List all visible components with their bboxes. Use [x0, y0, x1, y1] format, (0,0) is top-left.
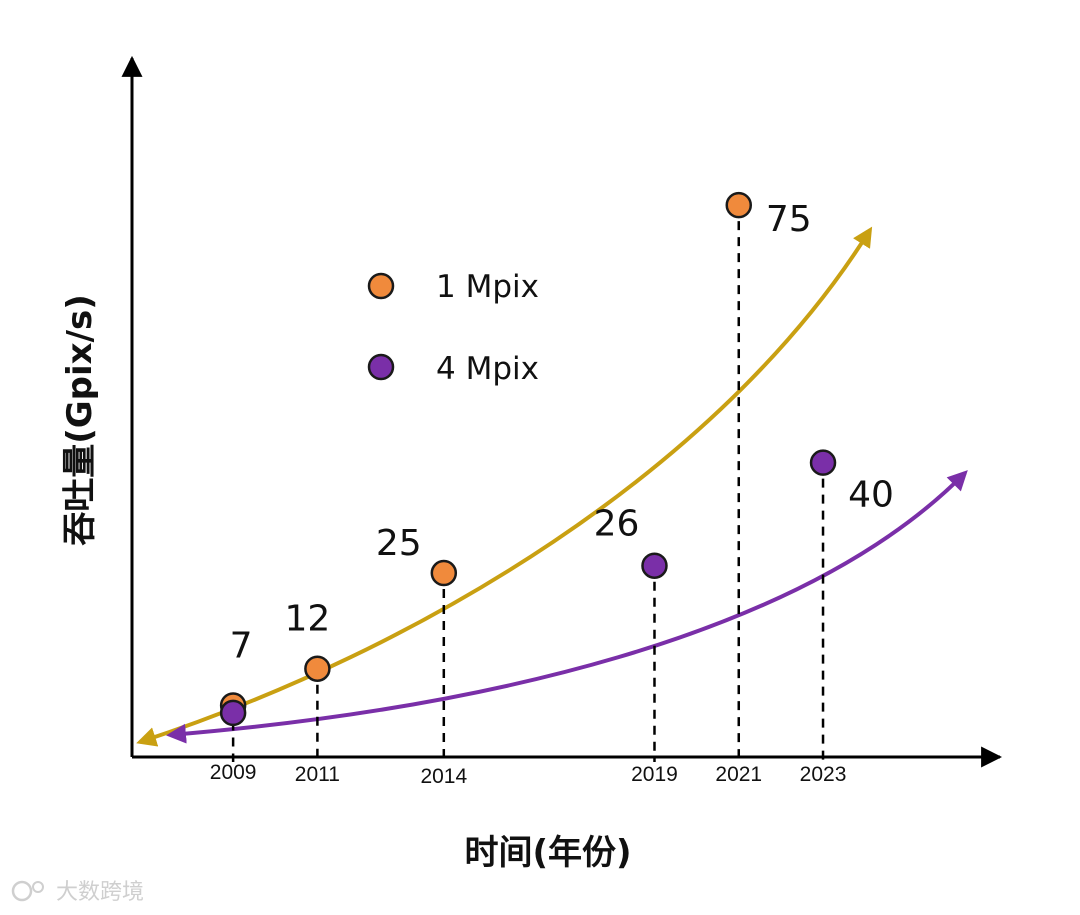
y-axis-title: 吞吐量(Gpix/s)	[60, 294, 100, 546]
point-4mpix-2019	[641, 552, 668, 579]
x-tick-label-2021: 2021	[715, 763, 762, 786]
x-tick-label-2009: 2009	[210, 761, 257, 784]
point-4mpix-2009	[219, 699, 247, 727]
value-label-1mpix-2021: 75	[766, 199, 812, 240]
value-label-1mpix-2011: 12	[284, 599, 330, 640]
value-label-1mpix-2014: 25	[376, 523, 422, 564]
point-1mpix-2014	[430, 559, 458, 587]
point-1mpix-2011	[304, 655, 331, 682]
legend-marker-1mpix	[367, 272, 395, 300]
data-points	[219, 191, 837, 727]
watermark-text: 大数跨境	[56, 880, 144, 905]
value-label-1mpix-2009: 7	[230, 625, 253, 666]
x-tick-labels: 2009 2011 2014 2019 2021 2023	[210, 761, 847, 788]
point-1mpix-2021	[725, 191, 753, 219]
x-tick-label-2023: 2023	[800, 763, 847, 786]
x-axis-title: 时间(年份)	[464, 833, 631, 873]
watermark: 大数跨境	[11, 880, 144, 905]
legend: 1 Mpix 4 Mpix	[367, 269, 539, 387]
legend-label-4mpix: 4 Mpix	[436, 351, 539, 387]
x-tick-label-2014: 2014	[420, 765, 467, 788]
watermark-logo-icon	[11, 880, 33, 902]
point-4mpix-2023	[809, 449, 837, 476]
value-labels: 7 12 25 75 26 40	[230, 199, 894, 666]
x-tick-label-2019: 2019	[631, 763, 678, 786]
value-label-4mpix-2019: 26	[594, 504, 640, 545]
legend-label-1mpix: 1 Mpix	[436, 269, 539, 305]
legend-marker-4mpix	[367, 353, 395, 381]
trend-curve-4mpix	[166, 470, 968, 744]
watermark-logo-dot-icon	[32, 881, 44, 893]
value-label-4mpix-2023: 40	[848, 475, 894, 516]
x-tick-label-2011: 2011	[295, 763, 340, 786]
drop-lines	[231, 205, 825, 762]
